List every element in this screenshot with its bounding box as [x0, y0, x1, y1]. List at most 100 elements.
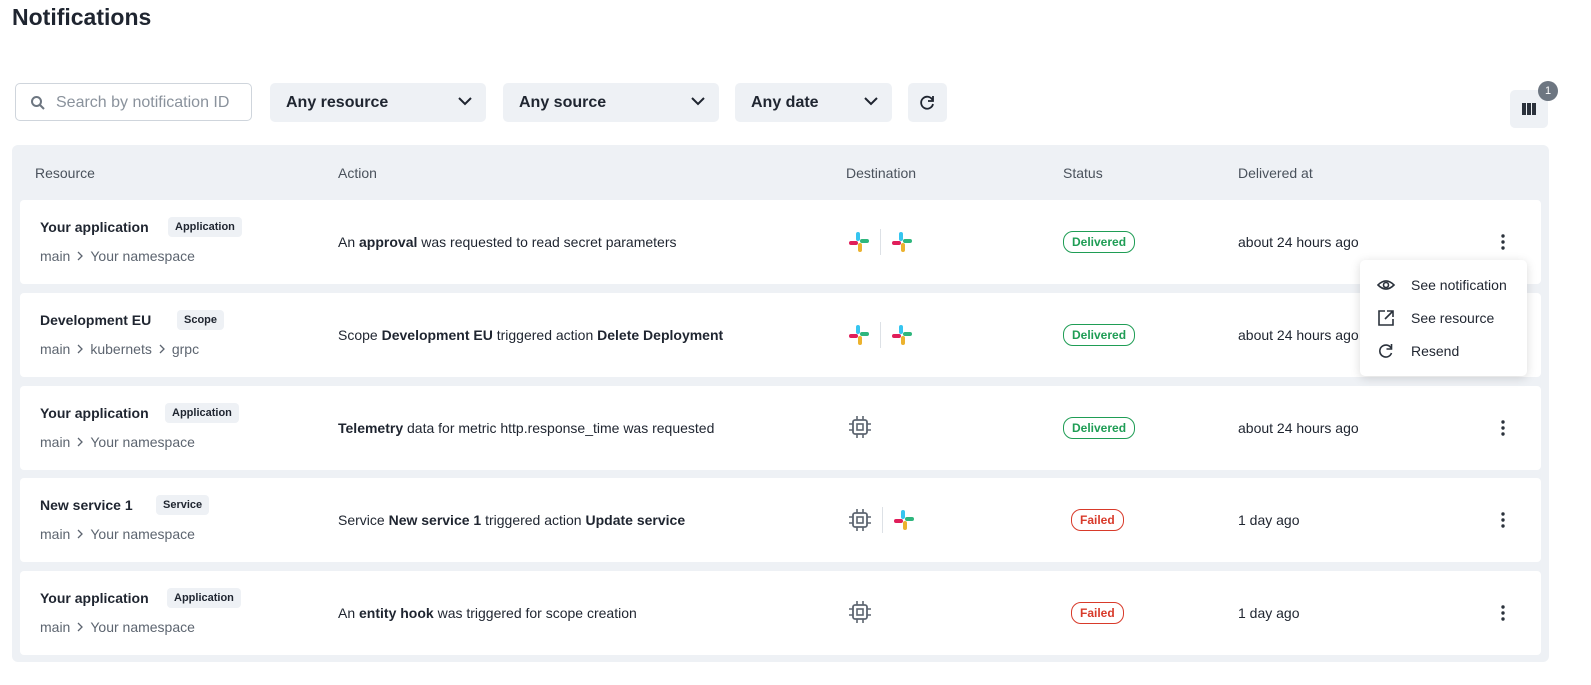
external-icon — [1378, 310, 1394, 326]
source-filter[interactable]: Any source — [503, 83, 719, 122]
filter-label: Any date — [751, 94, 819, 111]
resource-name: Your application — [40, 404, 149, 421]
refresh-button[interactable] — [908, 83, 947, 122]
action-segment: Development EU — [381, 326, 493, 343]
status-badge: Delivered — [1063, 231, 1136, 253]
row-menu-button[interactable] — [1497, 418, 1509, 443]
chevron — [458, 97, 472, 106]
table-row: Your application Application main Your name… — [20, 571, 1541, 655]
table-row: Your application Application main Your name… — [20, 385, 1541, 470]
resend-icon — [1379, 344, 1393, 358]
delivered-at: 1 day ago — [1238, 512, 1300, 529]
resource-name: Your application — [40, 219, 149, 235]
action-text: Service New service 1 triggered action U… — [338, 512, 685, 528]
crumb: main — [40, 433, 71, 450]
crumb: main — [40, 248, 71, 264]
menu-label: See resource — [1411, 310, 1495, 326]
action-segment: triggered action — [481, 512, 586, 529]
page-title: Notifications — [12, 4, 152, 30]
slack-icon — [849, 232, 869, 252]
table-row: New service 1 Service main Your namespace Se… — [20, 478, 1541, 563]
destination-icon — [891, 324, 913, 346]
menu-label: See notification — [1411, 277, 1507, 293]
menu-item[interactable]: See notification — [1360, 270, 1527, 300]
column-header: Delivered at — [1238, 165, 1313, 181]
destination-icon — [848, 508, 872, 532]
resource-filter[interactable]: Any resource — [270, 83, 486, 122]
row-menu-button[interactable] — [1497, 603, 1509, 628]
menu-item[interactable]: See resource — [1360, 303, 1527, 333]
row-menu-button[interactable] — [1497, 232, 1509, 257]
resource-tag: Application — [165, 402, 239, 423]
destination-icon — [848, 600, 872, 624]
destinations — [848, 507, 915, 534]
action-text: An entity hook was triggered for scope c… — [338, 605, 637, 621]
destinations — [848, 600, 872, 624]
action-segment: An — [338, 234, 360, 250]
breadcrumb: main kubernets grpc — [40, 341, 199, 357]
kebab-icon — [1501, 512, 1505, 528]
destinations — [848, 415, 872, 439]
crumb-separator — [77, 251, 84, 261]
action-segment: approval — [359, 234, 418, 250]
crumb-separator — [77, 529, 84, 539]
filter-label: Any source — [519, 94, 607, 111]
resource-tag: Application — [168, 217, 242, 237]
destination-icon — [891, 231, 913, 253]
columns-badge: 1 — [1538, 81, 1558, 101]
chip-icon — [849, 509, 871, 532]
breadcrumb: main Your namespace — [40, 526, 195, 542]
chevron — [864, 97, 878, 106]
action-text: An approval was requested to read secret… — [338, 234, 677, 250]
menu-label: Resend — [1411, 343, 1460, 359]
row-menu-button[interactable] — [1497, 510, 1509, 535]
breadcrumb: main Your namespace — [40, 248, 195, 264]
crumb-separator — [159, 344, 165, 354]
destination-icon — [893, 509, 915, 531]
status-badge: Delivered — [1063, 323, 1136, 346]
destinations — [848, 321, 913, 348]
breadcrumb: main Your namespace — [40, 434, 195, 450]
search-icon — [31, 96, 45, 110]
resource-name: Your application — [40, 590, 149, 606]
action-text: Telemetry data for metric http.response_… — [338, 420, 714, 436]
menu-item[interactable]: Resend — [1360, 336, 1527, 366]
column-header: Action — [338, 165, 377, 181]
kebab-icon — [1501, 234, 1505, 250]
crumb: kubernets — [90, 340, 152, 357]
refresh-icon — [920, 95, 934, 110]
slack-icon — [892, 232, 912, 252]
action-segment: Service — [338, 512, 389, 529]
slack-icon — [849, 324, 869, 345]
action-segment: Delete Deployment — [597, 326, 724, 343]
column-header: Status — [1063, 165, 1103, 181]
resource-tag: Application — [167, 588, 241, 608]
column-header: Destination — [846, 165, 917, 181]
breadcrumb: main Your namespace — [40, 619, 195, 635]
date-filter[interactable]: Any date — [735, 83, 892, 122]
destination-divider — [882, 507, 883, 534]
destinations — [848, 229, 913, 255]
crumb-separator — [77, 437, 84, 446]
search-input[interactable]: Search by notification ID — [15, 83, 252, 121]
action-text: Scope Development EU triggered action De… — [338, 327, 723, 343]
status-badge: Failed — [1071, 602, 1124, 624]
delivered-at: about 24 hours ago — [1238, 326, 1359, 343]
columns-icon — [1522, 103, 1536, 115]
chip-icon — [849, 415, 871, 438]
delivered-at: about 24 hours ago — [1238, 234, 1359, 250]
eye-icon — [1377, 280, 1396, 290]
crumb-separator — [77, 622, 84, 632]
resource-tag: Service — [156, 495, 210, 516]
action-segment: New service 1 — [388, 512, 482, 529]
resource-name: Development EU — [40, 311, 152, 328]
action-segment: An — [338, 605, 360, 621]
kebab-icon — [1501, 605, 1505, 621]
resource-tag: Scope — [177, 309, 225, 330]
crumb-separator — [77, 344, 84, 354]
delivered-at: about 24 hours ago — [1238, 419, 1359, 436]
crumb: Your namespace — [90, 248, 195, 264]
resource-name: New service 1 — [40, 497, 133, 514]
action-segment: Scope — [338, 326, 382, 343]
